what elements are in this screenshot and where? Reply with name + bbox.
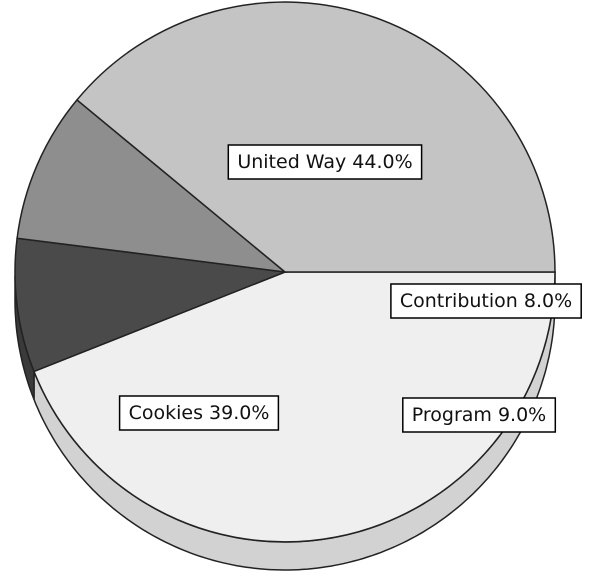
label-text-united-way: United Way 44.0% — [237, 151, 412, 173]
label-united-way: United Way 44.0% — [227, 144, 423, 180]
label-cookies: Cookies 39.0% — [118, 395, 280, 431]
pie-slice-cookies — [75, 1, 556, 273]
label-box-united-way — [227, 144, 423, 180]
pie-slice-contribution — [14, 237, 286, 373]
label-contribution: Contribution 8.0% — [390, 283, 582, 319]
label-box-program — [402, 397, 557, 433]
label-text-program: Program 9.0% — [412, 404, 546, 426]
label-text-contribution: Contribution 8.0% — [400, 290, 572, 312]
label-box-cookies — [118, 395, 280, 431]
pie-slice-united-way — [33, 271, 556, 543]
label-program: Program 9.0% — [402, 397, 557, 433]
pie-slice-program — [16, 98, 288, 274]
pie-labels: United Way 44.0% Contribution 8.0% Program… — [118, 144, 582, 433]
label-text-cookies: Cookies 39.0% — [129, 402, 270, 424]
pie-slices — [14, 1, 556, 543]
label-box-contribution — [390, 283, 582, 319]
